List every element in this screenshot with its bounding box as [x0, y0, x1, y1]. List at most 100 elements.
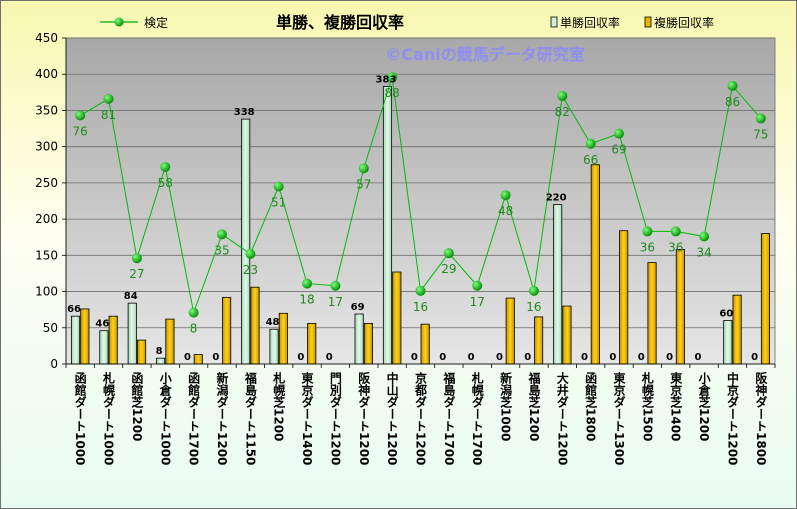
bar-place [647, 262, 657, 365]
check-point [358, 163, 369, 174]
bar-win [723, 320, 733, 365]
check-point [387, 72, 398, 83]
check-data-label: 27 [129, 267, 144, 281]
bar-place [562, 305, 572, 365]
win-data-label: 0 [411, 352, 418, 363]
x-tick-label: 京都ダート1200 [414, 371, 428, 466]
bar-place [420, 323, 430, 365]
bar-win [553, 204, 563, 365]
bar-win [156, 357, 166, 365]
bar-win [241, 118, 251, 365]
bars [70, 86, 771, 365]
legend: 検定 単勝回収率 複勝回収率 [100, 15, 714, 30]
check-data-label: 76 [73, 125, 88, 139]
bar-win [127, 302, 137, 365]
bar-place [590, 164, 600, 365]
x-tick-label: 阪神ダート1200 [357, 372, 371, 466]
bar-place [307, 323, 317, 365]
bar-place [675, 249, 685, 365]
check-data-label: 36 [668, 240, 683, 254]
win-data-label: 0 [212, 352, 219, 363]
bar-place [165, 318, 175, 365]
y-tick-label: 150 [35, 248, 58, 262]
check-point [699, 231, 710, 242]
check-data-label: 75 [753, 127, 768, 141]
x-tick-label: 東京芝1400 [669, 371, 683, 442]
x-tick-label: 東京ダート1300 [612, 371, 626, 466]
check-point [642, 226, 653, 237]
check-point [216, 229, 227, 240]
watermark: ©Caniの競馬データ研究室 [385, 45, 584, 64]
win-data-label: 0 [581, 352, 588, 363]
win-data-label: 0 [297, 352, 304, 363]
check-data-label: 81 [101, 108, 116, 122]
check-data-label: 66 [583, 153, 598, 167]
y-tick-label: 300 [35, 140, 58, 154]
x-tick-label: 函館芝1800 [584, 372, 598, 442]
x-tick-label: 札幌芝1500 [640, 371, 654, 442]
check-point [415, 285, 426, 296]
x-tick-label: 札幌ダート1000 [102, 371, 116, 466]
check-data-label: 58 [158, 176, 173, 190]
win-data-label: 0 [184, 352, 191, 363]
check-point [614, 128, 625, 139]
y-tick-label: 450 [35, 31, 58, 45]
y-tick-label: 250 [35, 176, 58, 190]
win-data-label: 0 [751, 352, 758, 363]
win-data-label: 0 [439, 352, 446, 363]
check-data-label: 23 [243, 263, 258, 277]
win-data-label: 0 [468, 352, 475, 363]
win-data-label: 0 [496, 352, 503, 363]
win-data-label: 338 [234, 107, 255, 118]
win-data-label: 46 [95, 319, 109, 330]
check-data-label: 69 [611, 143, 626, 157]
bar-place [392, 271, 402, 365]
x-tick-label: 中京ダート1200 [725, 371, 739, 466]
bar-place [193, 354, 203, 365]
check-point [670, 226, 681, 237]
bar-win [354, 313, 364, 365]
x-tick-label: 函館芝1200 [130, 372, 144, 442]
x-tick-label: 阪神ダート1800 [754, 372, 768, 466]
check-data-label: 36 [640, 240, 655, 254]
legend-win-label: 単勝回収率 [560, 15, 620, 30]
check-point [131, 253, 142, 264]
win-data-label: 69 [351, 302, 365, 313]
check-data-label: 48 [498, 204, 513, 218]
bar-place [222, 296, 232, 365]
win-data-label: 0 [326, 352, 333, 363]
win-data-label: 0 [638, 352, 645, 363]
bar-place [505, 297, 515, 365]
y-tick-label: 200 [35, 212, 58, 226]
legend-check-label: 検定 [144, 15, 168, 30]
x-tick-label: 新潟芝1000 [499, 371, 513, 442]
check-point [330, 280, 341, 291]
check-data-label: 86 [725, 95, 740, 109]
bar-place [136, 339, 147, 365]
x-tick-label: 小倉芝1200 [697, 371, 711, 442]
bar-place [732, 294, 742, 365]
x-tick-label: 新潟ダート1200 [215, 371, 229, 466]
x-tick-label: 門別ダート1200 [328, 372, 342, 466]
win-data-label: 60 [719, 309, 733, 320]
y-tick-label: 50 [43, 321, 58, 335]
check-data-label: 29 [441, 262, 456, 276]
win-data-label: 0 [524, 352, 531, 363]
bar-place [80, 308, 90, 365]
x-tick-label: 函館ダート1700 [187, 372, 201, 466]
bar-win [382, 86, 393, 365]
check-data-label: 82 [555, 105, 570, 119]
bar-win [70, 315, 81, 365]
check-point [103, 93, 114, 104]
win-data-label: 48 [266, 317, 280, 328]
chart-title: 単勝、複勝回収率 [276, 13, 404, 32]
bar-place [278, 312, 288, 365]
bar-place [760, 233, 771, 365]
check-data-label: 35 [214, 243, 229, 257]
check-point [557, 90, 568, 101]
bar-place [619, 230, 629, 365]
x-tick-label: 福島芝1200 [527, 371, 541, 442]
check-data-label: 18 [299, 293, 314, 307]
